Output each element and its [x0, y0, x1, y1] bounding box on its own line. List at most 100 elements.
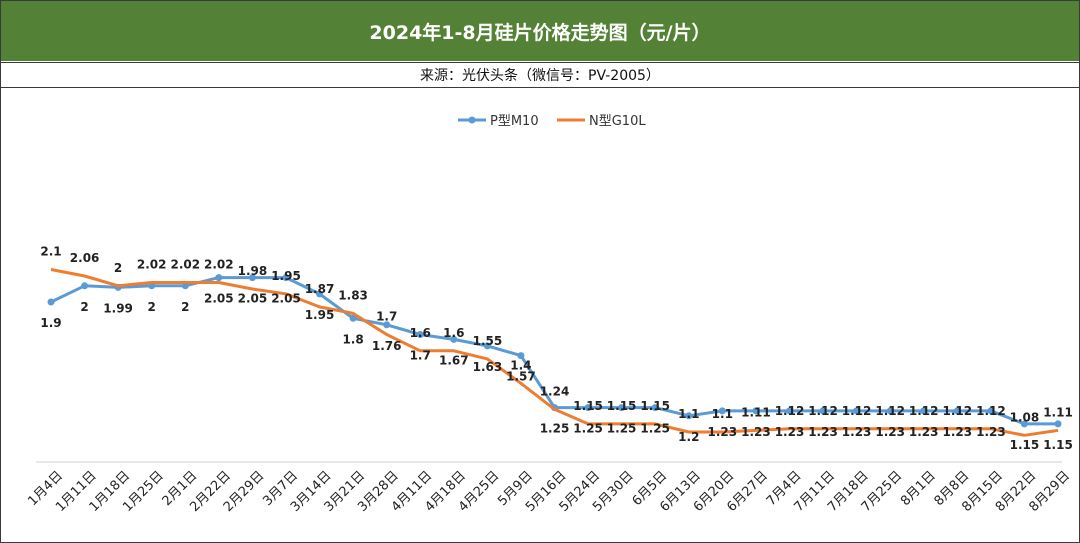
data-point [383, 321, 391, 329]
data-label: 1.12 [842, 404, 872, 418]
data-label: 2 [114, 261, 122, 275]
data-label: 1.76 [372, 339, 402, 353]
data-point [81, 282, 89, 290]
chart-title: 2024年1-8月硅片价格走势图（元/片） [1, 1, 1079, 61]
data-point [651, 404, 659, 412]
data-point [282, 274, 290, 282]
data-label: 1.63 [473, 360, 503, 374]
data-label-layer: 1.92 1.99 2 22.05 2.05 2.051.951.8 1.761.7 1.67… [40, 245, 1072, 452]
data-label: 1.23 [942, 425, 972, 439]
series-line-1 [50, 268, 1059, 437]
data-point [853, 407, 861, 415]
data-label: 2.02 [137, 258, 167, 272]
legend-label-1: N型G10L [589, 114, 646, 129]
data-label: 1.25 [573, 422, 603, 436]
data-label: 2.06 [70, 251, 100, 265]
data-point [953, 407, 961, 415]
data-point [1020, 420, 1028, 428]
data-label: 1.23 [875, 425, 905, 439]
data-label: 1.7 [410, 349, 431, 363]
data-label: 1.9 [40, 316, 61, 330]
data-label: 1.23 [976, 425, 1006, 439]
data-label: 1.1 [678, 407, 699, 421]
data-label: 1.57 [506, 370, 536, 384]
series-line-0 [50, 276, 1058, 426]
data-label: 2 [80, 300, 88, 314]
data-label: 1.4 [510, 358, 531, 372]
legend-marker [468, 116, 476, 124]
data-label: 2 [181, 300, 189, 314]
data-label: 1.23 [741, 425, 771, 439]
data-label: 2.05 [238, 292, 268, 306]
data-point [181, 282, 189, 290]
data-label: 2.02 [170, 258, 200, 272]
data-label: 1.11 [1043, 405, 1073, 419]
data-point [718, 407, 726, 415]
data-point [248, 274, 256, 282]
data-label: 1.25 [640, 422, 670, 436]
legend: P型M10 N型G10L [458, 114, 646, 129]
data-label: 1.12 [875, 404, 905, 418]
data-label: 1.55 [473, 334, 503, 348]
data-label: 1.25 [607, 422, 637, 436]
data-point [786, 407, 793, 415]
data-point [215, 274, 223, 282]
data-point [987, 407, 995, 415]
data-point [819, 407, 827, 415]
data-label: 1.12 [976, 404, 1006, 418]
data-label: 1.98 [238, 264, 268, 278]
data-point [920, 407, 928, 415]
data-label: 1.99 [103, 301, 133, 315]
data-point [1054, 420, 1062, 428]
data-label: 1.83 [338, 288, 368, 302]
data-label: 1.12 [808, 404, 838, 418]
data-point [517, 352, 525, 360]
data-label: 1.15 [1043, 438, 1073, 452]
data-label: 2.05 [271, 292, 301, 306]
data-label: 1.2 [678, 430, 699, 444]
data-point [349, 314, 357, 322]
data-label: 1.11 [741, 405, 771, 419]
data-point [47, 298, 55, 306]
data-label: 1.12 [775, 404, 805, 418]
data-label: 1.25 [540, 422, 570, 436]
data-label: 1.15 [573, 399, 603, 413]
data-label: 1.23 [775, 425, 805, 439]
data-label: 1.1 [712, 407, 733, 421]
data-label: 1.24 [540, 384, 570, 398]
data-label: 1.95 [271, 269, 301, 283]
data-label: 1.7 [376, 310, 397, 324]
data-label: 1.6 [410, 326, 431, 340]
x-tick-layer: 1月4日1月11日1月18日1月25日2月1日2月22日2月29日3月7日3月1… [25, 468, 1073, 515]
data-point [483, 342, 491, 350]
data-label: 1.23 [808, 425, 838, 439]
data-label: 1.23 [909, 425, 939, 439]
data-label: 1.12 [909, 404, 939, 418]
data-label: 1.8 [342, 332, 363, 346]
data-label: 2.05 [204, 292, 234, 306]
legend-label-0: P型M10 [490, 114, 539, 129]
data-label: 2.1 [40, 245, 61, 259]
data-label: 2.02 [204, 258, 234, 272]
data-label: 1.15 [607, 399, 637, 413]
x-tick-label: 8月1日 [898, 468, 939, 509]
data-point [886, 407, 894, 415]
data-label: 1.15 [1010, 438, 1040, 452]
data-label: 1.15 [640, 399, 670, 413]
data-label: 1.6 [443, 326, 464, 340]
data-label: 2 [148, 300, 156, 314]
data-point [685, 412, 693, 420]
data-label: 1.95 [305, 308, 335, 322]
data-label: 1.67 [439, 353, 469, 367]
data-point [316, 290, 323, 298]
data-label: 1.87 [305, 282, 335, 296]
data-point [416, 331, 424, 338]
data-point [584, 404, 592, 412]
data-label: 1.23 [842, 425, 872, 439]
data-label: 1.08 [1010, 410, 1040, 424]
data-label: 1.12 [942, 404, 972, 418]
series-layer [47, 268, 1062, 437]
data-point [450, 335, 458, 343]
